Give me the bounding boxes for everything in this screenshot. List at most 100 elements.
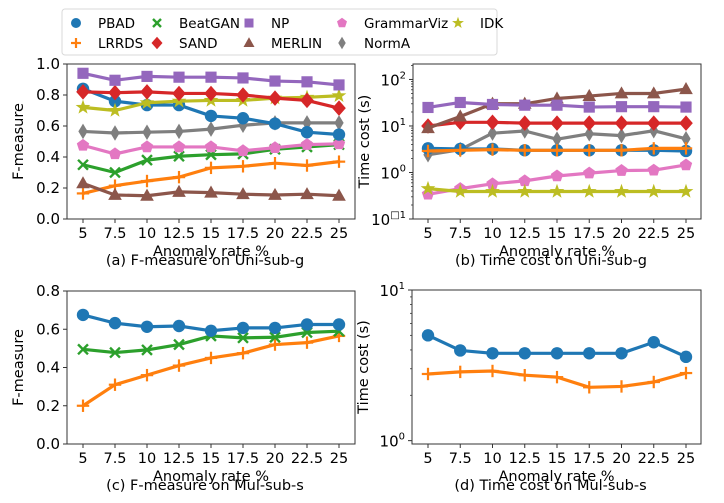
chart-a-f-measure-uni-sub-g: 0.0 0.2 0.4 0.6 0.8 1.0 5 7.5 10 12.5 15 17.5 20 22.5… <box>11 55 356 269</box>
data-point <box>646 115 661 131</box>
x-axis-label: Anomaly rate % <box>153 244 269 260</box>
x-tick-label: 22.5 <box>638 226 670 242</box>
data-point <box>172 184 186 197</box>
data-point <box>107 102 123 117</box>
data-point <box>140 140 154 153</box>
data-point <box>454 144 467 157</box>
data-point <box>236 87 250 103</box>
data-point <box>583 101 595 113</box>
data-point <box>647 142 660 155</box>
data-point <box>518 347 531 360</box>
plot-frame <box>411 289 702 445</box>
chart-d-time-cost-mul-sub-s: 100 101 5 7.5 10 12.5 15 17.5 20 22.5 25 Anomaly ra… <box>356 281 702 494</box>
y-tick-label: 101 <box>380 281 405 300</box>
data-point <box>486 347 499 360</box>
x-axis-label: Anomaly rate % <box>499 244 615 260</box>
data-point <box>110 125 120 141</box>
data-point <box>679 142 693 155</box>
data-point <box>204 324 218 337</box>
data-point <box>486 177 499 190</box>
data-point <box>454 96 466 109</box>
data-point <box>301 76 313 88</box>
y-tick-label: 101 <box>381 117 406 136</box>
data-point <box>583 347 596 360</box>
data-point <box>268 157 282 170</box>
data-point <box>174 123 184 140</box>
data-point <box>647 163 660 176</box>
legend-marker-sand <box>151 36 163 50</box>
data-point <box>614 86 629 99</box>
data-point <box>76 399 90 412</box>
series-sand <box>76 84 346 116</box>
y-tick-label: 1.0 <box>36 55 60 73</box>
data-point <box>332 188 346 201</box>
data-point <box>584 126 594 142</box>
legend-label: GrammarViz <box>364 16 448 32</box>
legend-marker-merlin <box>243 37 255 47</box>
data-point <box>204 351 218 365</box>
x-tick-label: 12.5 <box>163 451 195 467</box>
data-point <box>173 71 185 83</box>
legend-item-pbad: PBAD <box>71 16 135 32</box>
data-point <box>421 144 435 158</box>
data-point <box>485 183 500 198</box>
data-point <box>139 95 155 110</box>
y-tick-label: 0.8 <box>36 282 60 300</box>
x-tick-label: 17.5 <box>227 451 259 467</box>
data-point <box>549 183 565 198</box>
series-lrrds <box>421 364 693 394</box>
data-point <box>518 174 531 187</box>
data-point <box>76 308 90 322</box>
data-point <box>300 336 314 349</box>
data-point <box>583 144 596 157</box>
data-point <box>421 329 435 342</box>
data-point <box>236 321 250 335</box>
data-point <box>614 183 629 198</box>
data-point <box>300 92 314 109</box>
series-grammarviz <box>76 137 346 160</box>
data-point <box>76 176 90 189</box>
data-point <box>205 71 217 83</box>
data-point <box>331 88 347 103</box>
y-tick-label: 0.2 <box>36 179 60 197</box>
data-point <box>615 144 628 157</box>
data-point <box>334 115 344 131</box>
data-point <box>552 131 562 147</box>
data-point <box>140 174 154 188</box>
y-axis-label: Time cost (s) <box>357 95 373 190</box>
data-point <box>269 331 281 344</box>
plot-frame <box>66 290 356 445</box>
chart-c-f-measure-mul-sub-s: 0.0 0.2 0.4 0.6 0.8 5 7.5 10 12.5 15 17.5 20 22.5 25 A… <box>11 282 356 494</box>
data-point <box>204 140 218 153</box>
data-point <box>421 367 435 381</box>
x-tick-label: 25 <box>330 451 348 467</box>
data-point <box>141 154 153 166</box>
x-tick-label: 15 <box>202 451 220 467</box>
x-tick-label: 22.5 <box>291 226 323 242</box>
data-point <box>678 183 694 198</box>
data-point <box>268 90 282 106</box>
data-point <box>485 114 500 131</box>
data-point <box>236 112 250 125</box>
data-point <box>582 115 597 131</box>
chart-title: (b) Time cost on Uni-sub-g <box>455 253 647 269</box>
y-axis-label: F-measure <box>11 103 27 180</box>
data-point <box>172 85 186 102</box>
legend-label: MERLIN <box>271 36 322 52</box>
x-tick-label: 12.5 <box>509 226 541 242</box>
data-point <box>204 161 218 175</box>
legend-label: IDK <box>480 16 504 32</box>
x-tick-label: 5 <box>78 226 87 242</box>
legend-marker-pbad <box>71 18 81 28</box>
data-point <box>173 338 185 351</box>
data-point <box>581 183 597 198</box>
data-point <box>679 366 693 380</box>
x-tick-label: 17.5 <box>573 451 605 467</box>
data-point <box>332 137 346 150</box>
data-point <box>679 350 693 364</box>
data-point <box>487 125 498 141</box>
legend-marker-grammarviz <box>337 17 347 28</box>
data-point <box>486 98 499 111</box>
y-tick-label: 100 <box>381 163 406 182</box>
series-idk <box>420 180 694 198</box>
